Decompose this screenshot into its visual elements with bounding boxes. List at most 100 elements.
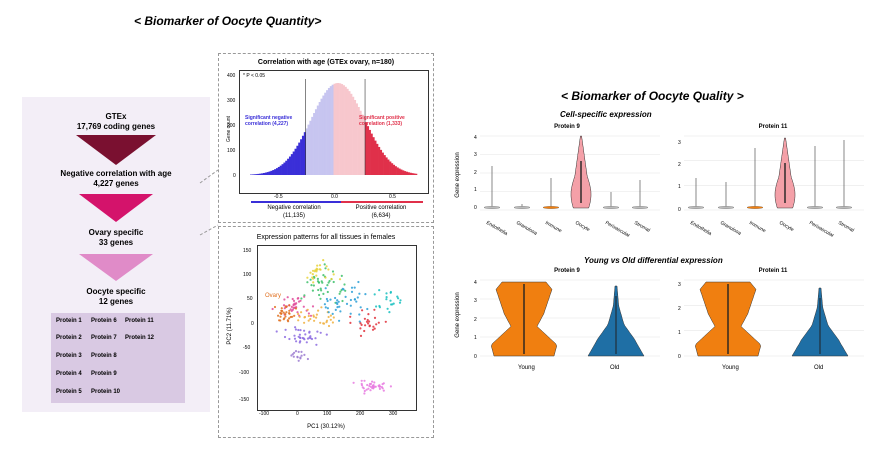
pca-point — [332, 273, 335, 276]
histogram-bar — [396, 167, 399, 175]
pca-point — [319, 321, 322, 324]
pca-point — [363, 389, 366, 393]
histogram-bar — [365, 122, 368, 175]
pca-point — [366, 383, 369, 387]
pca-point — [291, 308, 294, 311]
pos-correlation-label-line2: (6,634) — [371, 213, 391, 219]
pca-point — [300, 297, 303, 300]
funnel-step-2: Negative correlation with age 4,227 gene… — [22, 169, 210, 189]
pca-point — [329, 298, 332, 301]
pca-point — [367, 387, 370, 390]
pos-correlation-bar — [341, 201, 423, 203]
pca-point — [317, 281, 321, 284]
cell-panel-protein9: Protein 9 Gene expression 4 3 2 1 0 Endo… — [448, 124, 666, 244]
pca-point — [307, 319, 310, 322]
pca-point — [326, 290, 329, 294]
pca-point — [368, 382, 371, 386]
pca-point — [331, 312, 334, 315]
funnel-step-4-line1: Oocyte specific — [86, 287, 146, 296]
violin-base — [746, 206, 764, 209]
pca-point — [307, 312, 310, 315]
histogram-bar — [275, 168, 279, 175]
pca-point — [349, 321, 352, 324]
c9-xtick-perivascular: Perivascular — [604, 220, 631, 239]
histogram-bar — [279, 165, 282, 175]
pca-xtick-0: 0 — [296, 411, 299, 417]
pca-point — [336, 299, 339, 302]
c9-xtick-stromal: Stromal — [633, 220, 651, 234]
quality-title: < Biomarker of Oocyte Quality > — [561, 89, 744, 103]
histogram-bar — [333, 83, 336, 175]
pca-point — [349, 304, 352, 307]
funnel-step-3-line2: 33 genes — [98, 238, 134, 247]
pca-point — [293, 334, 296, 337]
pca-ytick-neg150: -150 — [239, 397, 250, 403]
pca-point — [310, 284, 313, 287]
pca-point — [282, 318, 285, 321]
pca-point — [300, 311, 303, 314]
pca-ytick-0: 0 — [251, 321, 254, 327]
histogram-ylabel: Gene count — [226, 116, 232, 142]
histogram-bar — [346, 88, 349, 175]
c11-ytick-2: 2 — [678, 162, 681, 168]
pca-point — [322, 259, 325, 262]
pca-point — [318, 264, 322, 267]
histogram-bar — [415, 173, 418, 175]
a11-xtick-old: Old — [814, 365, 824, 371]
pca-point — [324, 267, 327, 270]
pca-point — [318, 293, 321, 297]
pca-point — [299, 340, 302, 343]
pca-point — [397, 297, 400, 300]
pca-point — [365, 388, 368, 391]
pca-point — [325, 333, 328, 336]
pca-point — [292, 355, 295, 358]
pca-point — [353, 298, 356, 301]
pca-point — [322, 274, 325, 277]
histogram-bar — [288, 156, 292, 175]
pca-point — [382, 382, 385, 385]
c9-ytick-0: 0 — [474, 205, 477, 211]
histogram-bar — [294, 148, 297, 175]
pca-point — [377, 321, 380, 324]
c11-xtick-granulosa: Granulosa — [719, 220, 742, 237]
histogram-bar — [368, 129, 371, 175]
c11-ytick-1: 1 — [678, 184, 681, 190]
hist-ytick-300: 300 — [227, 98, 236, 104]
hist-ytick-100: 100 — [227, 148, 236, 154]
pca-point — [324, 276, 327, 279]
pca-point — [288, 312, 291, 315]
pca-point — [294, 350, 298, 353]
cell-panel-protein9-plot — [480, 135, 660, 211]
pca-point — [275, 330, 278, 333]
histogram-bar — [309, 120, 312, 175]
histogram-bar — [259, 173, 262, 175]
histogram-bar — [413, 173, 416, 175]
pca-point — [297, 319, 300, 322]
pca-point — [364, 324, 367, 327]
histogram-pos-annotation-line1: Significant positive — [359, 115, 405, 121]
histogram-bar — [324, 92, 327, 175]
pca-point — [389, 290, 392, 294]
pca-point — [375, 323, 378, 326]
pca-point — [359, 334, 363, 337]
pca-point — [360, 379, 363, 382]
violin-base — [483, 206, 501, 209]
pca-point — [297, 312, 300, 316]
pca-point — [330, 277, 333, 281]
pca-point — [392, 302, 395, 305]
pca-point — [327, 268, 330, 271]
pca-point — [280, 307, 283, 310]
pca-point — [315, 267, 318, 270]
violin-base — [717, 206, 735, 209]
histogram-bar — [381, 152, 384, 175]
pca-point — [300, 350, 303, 353]
neg-correlation-label-line2: (11,135) — [283, 213, 305, 219]
c11-ytick-0: 0 — [678, 207, 681, 213]
a11-xtick-young: Young — [722, 365, 739, 371]
pca-point — [344, 295, 347, 298]
pca-point — [297, 359, 300, 362]
pca-point — [312, 281, 315, 284]
neg-correlation-bar — [251, 201, 341, 203]
pca-point — [315, 316, 318, 319]
pca-point — [350, 286, 354, 289]
